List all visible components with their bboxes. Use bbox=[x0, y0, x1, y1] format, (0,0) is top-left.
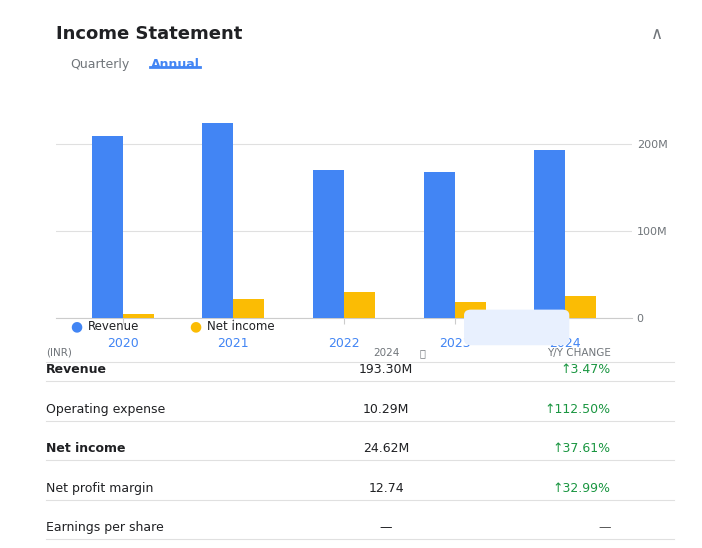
Text: 2024: 2024 bbox=[373, 348, 399, 358]
Text: Income Statement: Income Statement bbox=[56, 25, 242, 43]
Text: ●: ● bbox=[190, 319, 201, 333]
Text: Earnings per share: Earnings per share bbox=[46, 521, 164, 534]
Bar bbox=[91, 136, 123, 318]
Text: (INR): (INR) bbox=[46, 348, 72, 358]
Bar bbox=[424, 172, 455, 318]
Text: —: — bbox=[598, 521, 611, 534]
Bar bbox=[455, 302, 486, 318]
Text: Net income: Net income bbox=[46, 442, 125, 455]
Text: 2021: 2021 bbox=[218, 337, 249, 350]
Text: 2022: 2022 bbox=[328, 337, 360, 350]
Bar bbox=[233, 299, 264, 318]
Text: 2024: 2024 bbox=[550, 337, 581, 350]
Bar bbox=[344, 292, 375, 318]
Text: 12.74: 12.74 bbox=[369, 482, 404, 495]
Text: ●: ● bbox=[70, 319, 82, 333]
Text: ↑3.47%: ↑3.47% bbox=[560, 363, 611, 376]
Text: 10.29M: 10.29M bbox=[363, 403, 409, 416]
Text: ↑32.99%: ↑32.99% bbox=[552, 482, 611, 495]
Text: —: — bbox=[380, 521, 392, 534]
Text: Revenue: Revenue bbox=[88, 319, 139, 333]
Text: ∧: ∧ bbox=[651, 25, 663, 43]
Bar bbox=[313, 170, 344, 318]
Text: 193.30M: 193.30M bbox=[359, 363, 413, 376]
Text: 2023: 2023 bbox=[439, 337, 470, 350]
Text: Quarterly: Quarterly bbox=[70, 58, 129, 71]
Text: Y/Y CHANGE: Y/Y CHANGE bbox=[547, 348, 611, 358]
Text: 24.62M: 24.62M bbox=[363, 442, 409, 455]
Text: ⓘ: ⓘ bbox=[420, 348, 425, 358]
Text: Annual: Annual bbox=[151, 58, 200, 71]
Text: Operating expense: Operating expense bbox=[46, 403, 165, 416]
Text: ↑112.50%: ↑112.50% bbox=[545, 403, 611, 416]
Text: Net income: Net income bbox=[207, 319, 274, 333]
Bar bbox=[202, 123, 233, 318]
Text: Net profit margin: Net profit margin bbox=[46, 482, 153, 495]
Bar bbox=[123, 313, 154, 318]
Bar bbox=[565, 296, 597, 318]
Bar bbox=[534, 150, 565, 318]
Text: Revenue: Revenue bbox=[46, 363, 107, 376]
Text: 2020: 2020 bbox=[107, 337, 138, 350]
Text: ↑37.61%: ↑37.61% bbox=[552, 442, 611, 455]
